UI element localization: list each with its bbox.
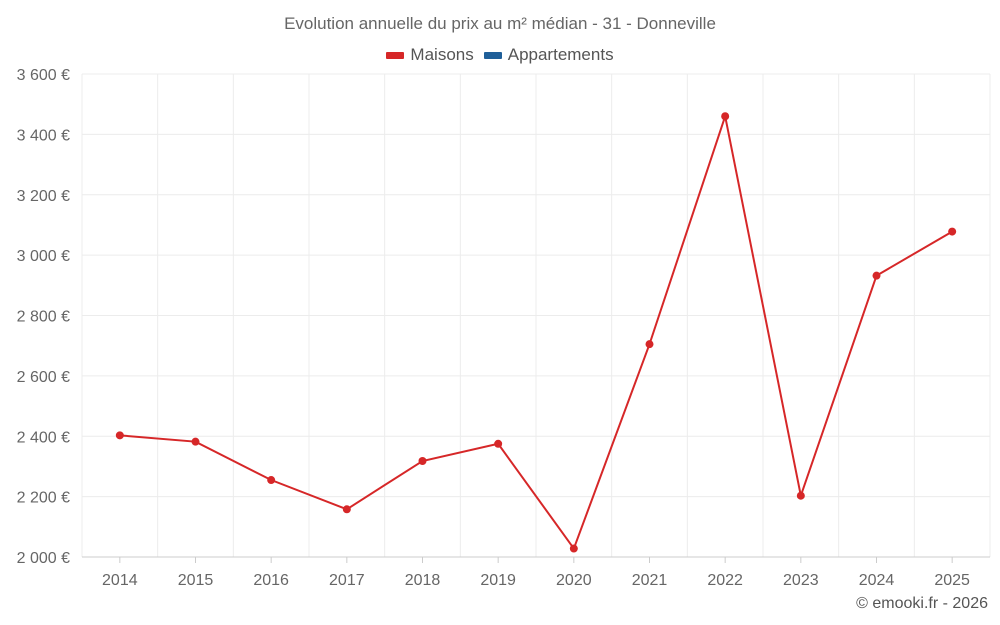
x-tick-label: 2019 (480, 572, 516, 589)
data-point (872, 271, 881, 280)
legend-label-maisons: Maisons (410, 45, 474, 64)
data-point (948, 227, 957, 236)
y-tick-label: 2 400 € (17, 429, 70, 446)
x-tick-label: 2015 (178, 572, 214, 589)
x-tick-label: 2016 (253, 572, 289, 589)
x-tick-label: 2025 (934, 572, 970, 589)
data-point (342, 505, 351, 514)
x-tick-label: 2018 (405, 572, 441, 589)
data-point (569, 544, 578, 553)
y-tick-label: 3 600 € (17, 67, 70, 84)
y-tick-label: 2 600 € (17, 369, 70, 386)
chart-legend: Maisons Appartements (0, 45, 1000, 65)
data-point (721, 112, 730, 121)
y-tick-label: 3 000 € (17, 248, 70, 265)
data-point (115, 431, 124, 440)
legend-swatch-maisons (386, 51, 405, 59)
x-tick-label: 2022 (707, 572, 743, 589)
x-tick-label: 2023 (783, 572, 819, 589)
y-tick-label: 3 400 € (17, 127, 70, 144)
data-point (494, 439, 503, 448)
legend-item-appartements[interactable]: Appartements (483, 45, 614, 65)
credit-text: © emooki.fr - 2026 (856, 595, 988, 612)
data-point (191, 437, 200, 446)
data-point (418, 457, 427, 466)
y-tick-label: 3 200 € (17, 188, 70, 205)
chart-title: Evolution annuelle du prix au m² médian … (284, 14, 716, 33)
x-tick-label: 2024 (859, 572, 895, 589)
x-tick-label: 2020 (556, 572, 592, 589)
y-tick-label: 2 200 € (17, 490, 70, 507)
y-tick-label: 2 000 € (17, 550, 70, 567)
series-line-maisons (119, 112, 953, 551)
x-tick-label: 2014 (102, 572, 138, 589)
legend-swatch-appartements (483, 51, 502, 59)
x-tick-label: 2017 (329, 572, 365, 589)
data-point (645, 340, 654, 349)
legend-item-maisons[interactable]: Maisons (386, 45, 474, 65)
x-tick-label: 2021 (632, 572, 668, 589)
data-point (267, 476, 276, 485)
y-tick-label: 2 800 € (17, 309, 70, 326)
legend-label-appartements: Appartements (507, 45, 614, 64)
data-point (796, 491, 805, 500)
